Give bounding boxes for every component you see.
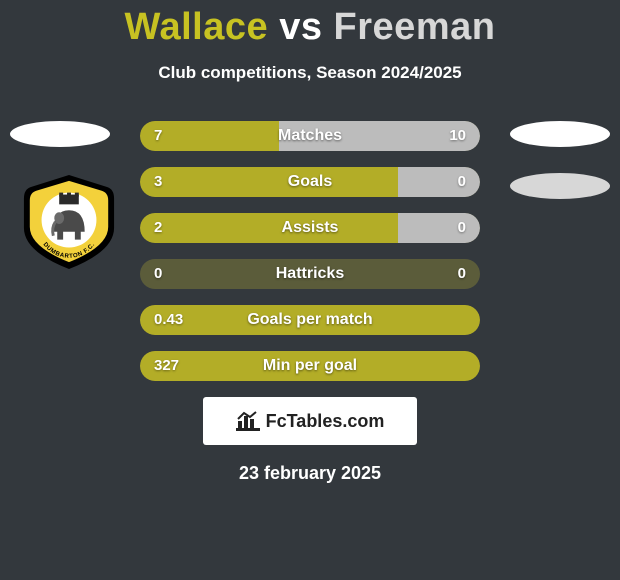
player-b-name: Freeman <box>334 6 496 48</box>
stat-label: Goals <box>140 167 480 197</box>
content-area: DUMBARTON F.C. 710Matches 30Goals 20Assist… <box>0 121 620 381</box>
stat-row: 00Hattricks <box>140 259 480 289</box>
stat-row: 327Min per goal <box>140 351 480 381</box>
player-a-oval <box>10 121 110 147</box>
stat-label: Goals per match <box>140 305 480 335</box>
stat-label: Hattricks <box>140 259 480 289</box>
stat-label: Assists <box>140 213 480 243</box>
stats-bars: 710Matches 30Goals 20Assists 00Hattricks 0.4… <box>140 121 480 381</box>
comparison-title: Wallace vs Freeman <box>0 0 620 49</box>
chart-icon <box>236 411 260 431</box>
vs-text: vs <box>279 6 322 48</box>
player-b-oval-bottom <box>510 173 610 199</box>
player-b-oval-top <box>510 121 610 147</box>
player-a-name: Wallace <box>125 6 269 48</box>
club-badge-a: DUMBARTON F.C. <box>20 173 118 271</box>
stat-label: Min per goal <box>140 351 480 381</box>
stat-row: 20Assists <box>140 213 480 243</box>
stat-row: 710Matches <box>140 121 480 151</box>
attribution-box: FcTables.com <box>203 397 417 445</box>
date-text: 23 february 2025 <box>0 463 620 484</box>
shield-icon: DUMBARTON F.C. <box>20 173 118 271</box>
stat-label: Matches <box>140 121 480 151</box>
attribution-text: FcTables.com <box>266 411 385 432</box>
subtitle-text: Club competitions, Season 2024/2025 <box>0 63 620 83</box>
stat-row: 30Goals <box>140 167 480 197</box>
stat-row: 0.43Goals per match <box>140 305 480 335</box>
